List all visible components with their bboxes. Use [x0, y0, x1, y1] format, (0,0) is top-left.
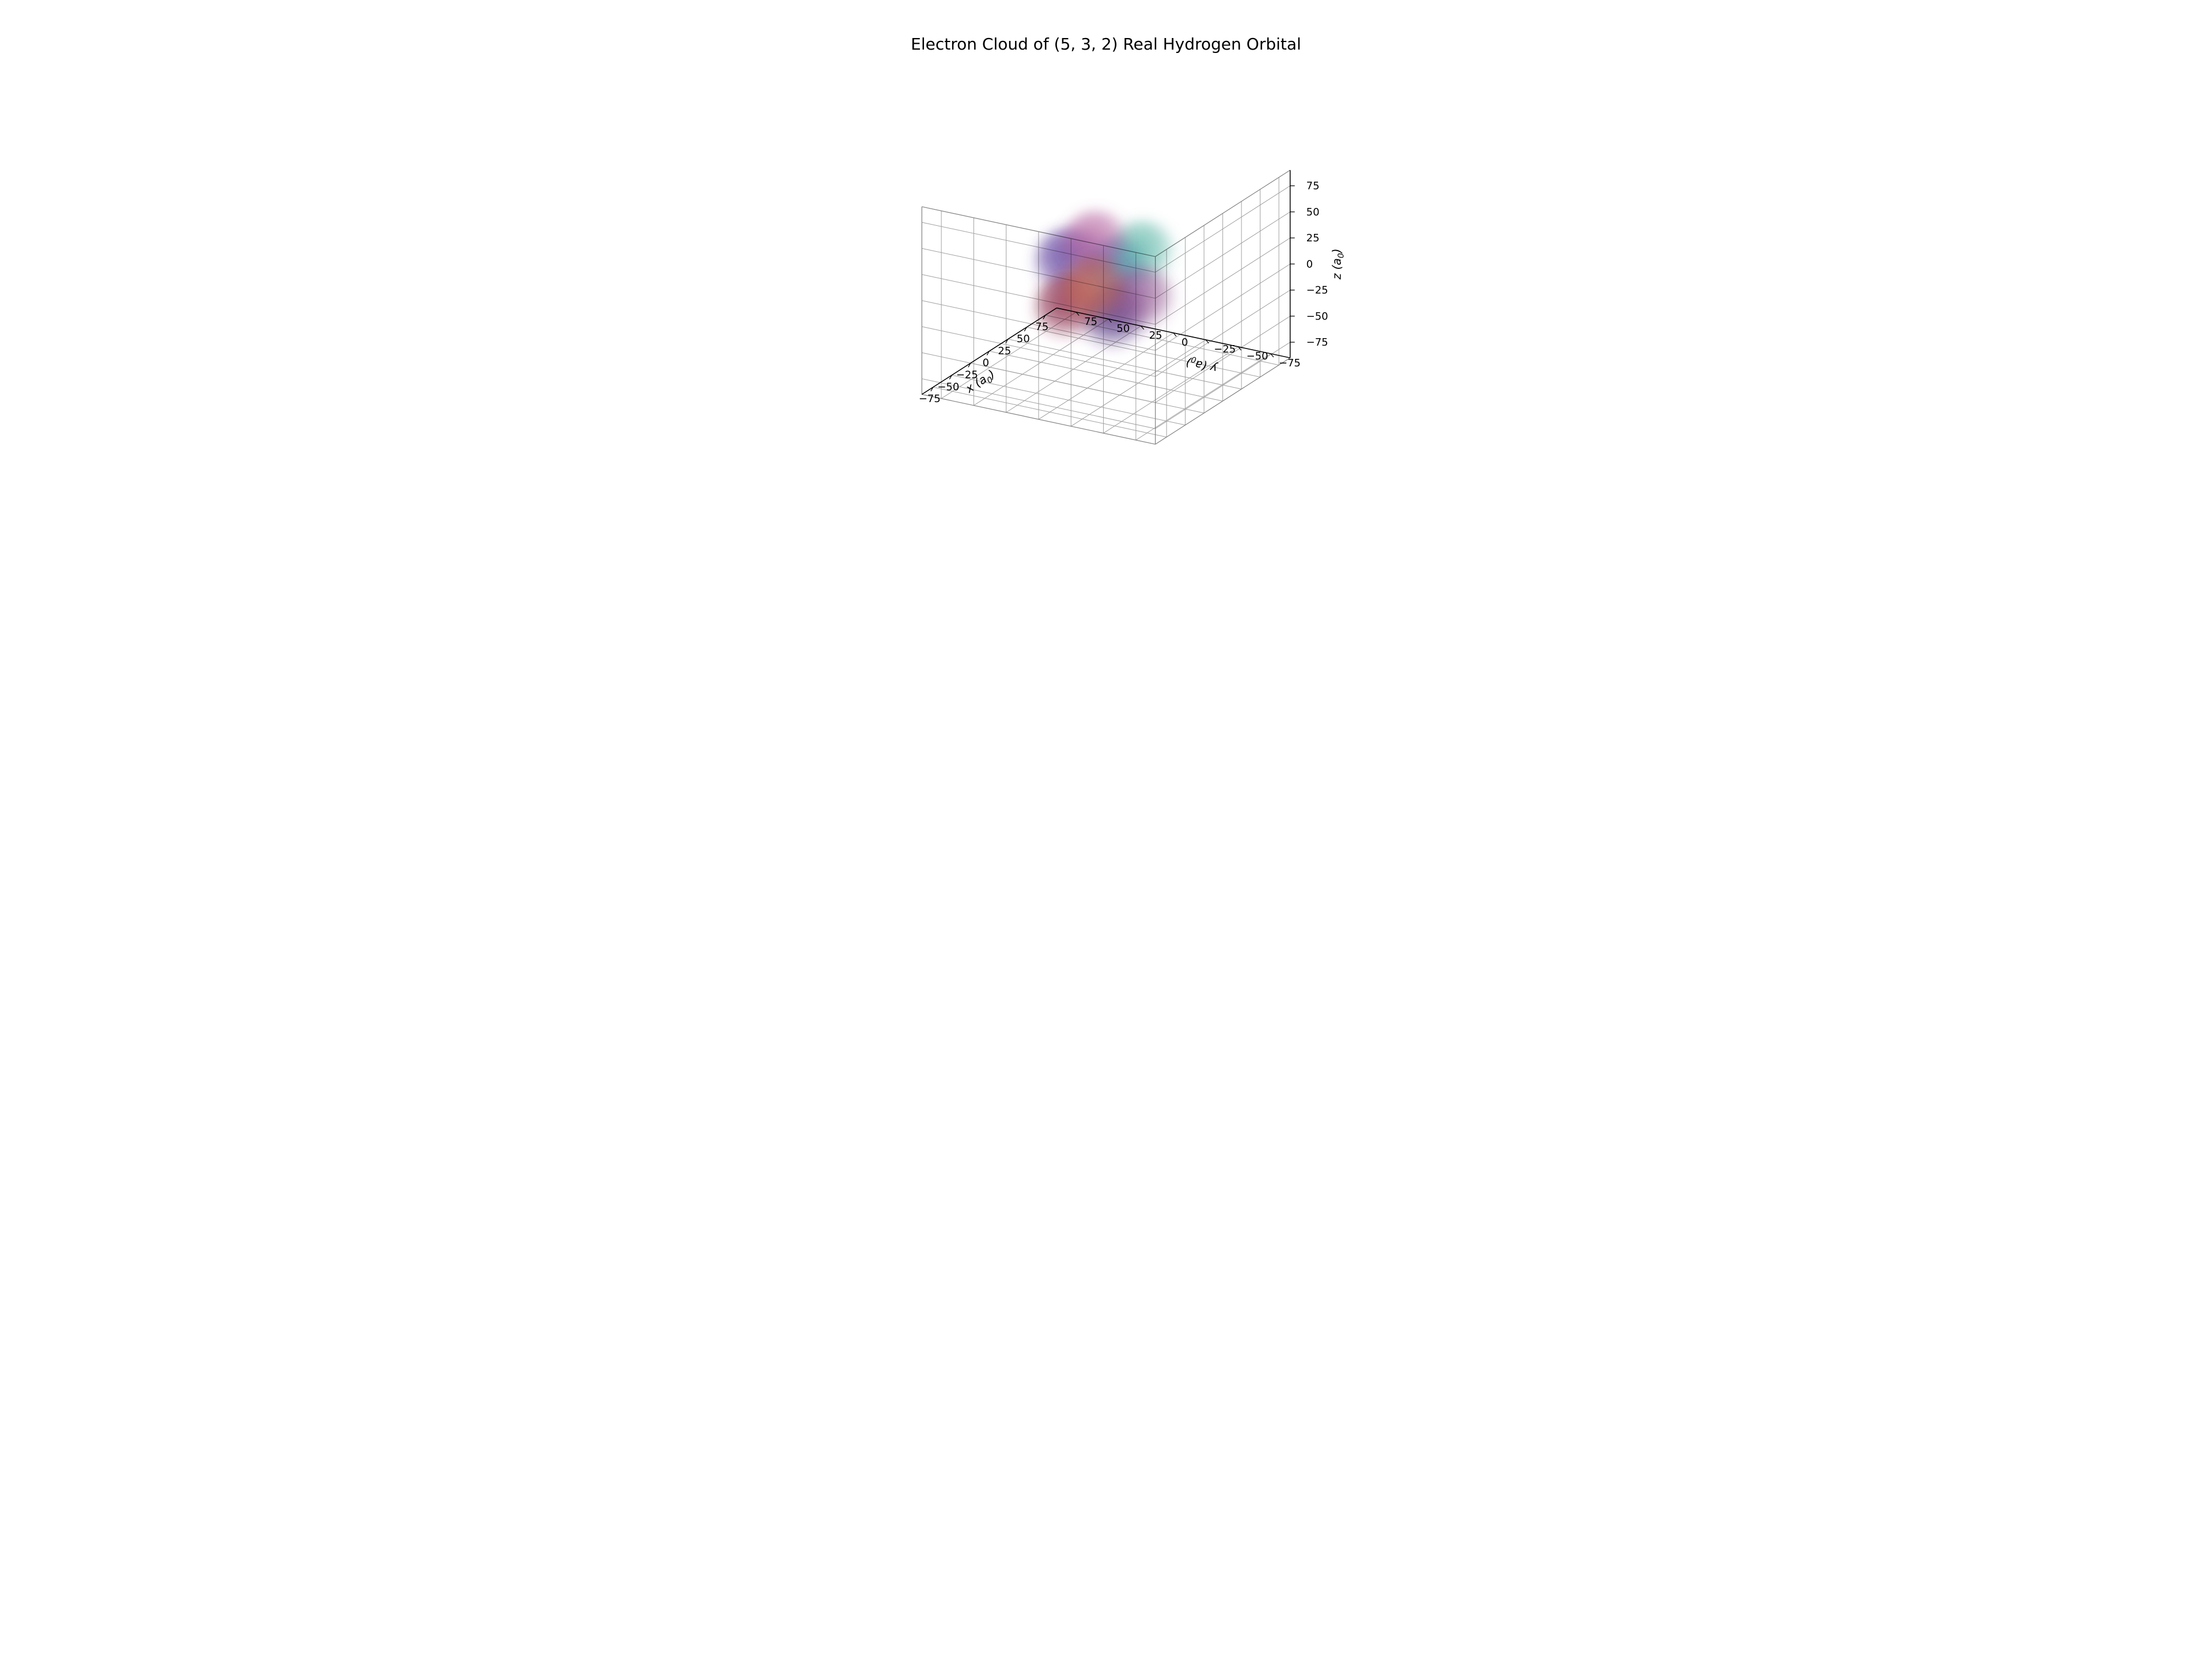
svg-text:50: 50 [1306, 206, 1320, 218]
svg-text:75: 75 [1306, 180, 1320, 192]
svg-text:−50: −50 [937, 381, 959, 393]
svg-text:−25: −25 [1306, 285, 1328, 297]
svg-text:−50: −50 [1306, 310, 1328, 323]
svg-text:−50: −50 [1247, 350, 1268, 362]
svg-text:75: 75 [1035, 321, 1048, 333]
svg-text:75: 75 [1084, 316, 1097, 328]
svg-text:0: 0 [1306, 258, 1313, 270]
svg-text:0: 0 [1181, 336, 1188, 349]
svg-text:−75: −75 [1279, 357, 1301, 369]
svg-text:25: 25 [1306, 232, 1320, 244]
svg-text:−25: −25 [1214, 343, 1236, 355]
svg-text:−75: −75 [1306, 336, 1328, 349]
axes-3d: −75−50−250255075−75−50−250255075−75−50−2… [737, 0, 1475, 553]
svg-text:25: 25 [998, 345, 1011, 357]
svg-text:−75: −75 [919, 393, 941, 405]
z-axis-label: z (a0) [1330, 248, 1346, 280]
figure-container: Electron Cloud of (5, 3, 2) Real Hydroge… [737, 0, 1475, 553]
svg-text:50: 50 [1116, 323, 1130, 335]
svg-text:25: 25 [1149, 329, 1162, 342]
svg-text:50: 50 [1017, 333, 1030, 345]
